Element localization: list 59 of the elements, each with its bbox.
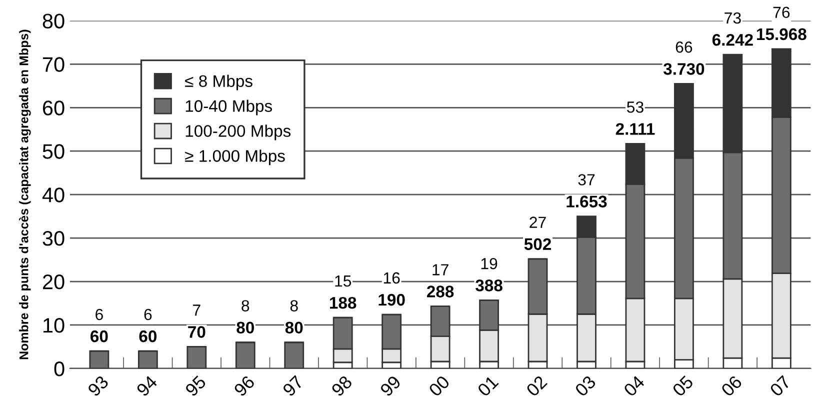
annotation: 188 [330,296,356,309]
legend-label: ≤ 8 Mbps [185,74,252,90]
x-tick-label: 95 [184,374,207,397]
y-tick-label: 60 [42,100,64,116]
y-tick-label: 20 [42,274,64,290]
annotation: 388 [476,280,502,292]
x-tick-label: 99 [379,374,402,397]
x-tick-label: 00 [428,374,450,398]
annotation: 66 [676,41,692,53]
annotation: 1.653 [566,196,607,208]
annotation: 73 [724,12,741,24]
y-tick-label: 40 [42,188,64,202]
x-tick-label: 06 [720,374,743,398]
annotation: 502 [524,238,552,250]
x-tick-label: 05 [672,374,694,398]
x-tick-label: 07 [769,374,792,398]
y-tick-label: 0 [54,361,64,376]
annotation: 70 [188,326,206,338]
annotation: 60 [139,330,157,342]
legend-label: 100-200 Mbps [186,124,291,140]
x-tick-label: 98 [330,374,353,397]
x-tick-label: 01 [476,374,499,398]
legend-label: 10-40 Mbps [186,100,272,116]
annotation: 80 [236,322,254,334]
annotation: 6.242 [712,34,753,46]
annotation: 6 [144,308,152,320]
annotation: 60 [90,330,108,342]
annotation: 80 [285,322,303,334]
annotation: 15.968 [756,28,806,40]
y-axis-title: Nombre de punts d'accès (capacitat agregada en Mbps) [18,30,31,360]
y-tick-label: 30 [42,231,64,246]
y-tick-label: 50 [42,144,64,159]
annotation: 8 [290,300,298,312]
annotation: 7 [193,304,200,316]
y-tick-label: 70 [42,57,64,72]
x-tick-label: 93 [87,374,110,397]
annotation: 37 [578,174,595,186]
annotation: 2.111 [616,123,655,135]
annotation: 27 [530,216,546,228]
annotation: 17 [432,264,448,276]
annotation: 6 [96,308,103,320]
x-tick-label: 94 [136,374,158,397]
x-tick-label: 04 [623,374,646,398]
x-tick-label: 96 [233,374,256,397]
y-tick-label: 10 [44,318,64,333]
x-tick-label: 03 [574,374,596,398]
x-tick-label: 02 [526,374,548,398]
annotation: 3.730 [663,63,704,75]
annotation: 288 [426,286,454,298]
annotation: 53 [626,101,644,113]
annotation: 16 [384,272,400,284]
annotation: 19 [481,258,498,270]
annotation: 76 [773,6,790,18]
annotation: 15 [335,276,352,287]
legend-label: ≥ 1.000 Mbps [185,150,285,166]
annotation: 190 [378,294,405,306]
annotation: 8 [242,300,250,312]
y-tick-label: 80 [42,14,64,28]
x-tick-label: 97 [282,374,304,397]
